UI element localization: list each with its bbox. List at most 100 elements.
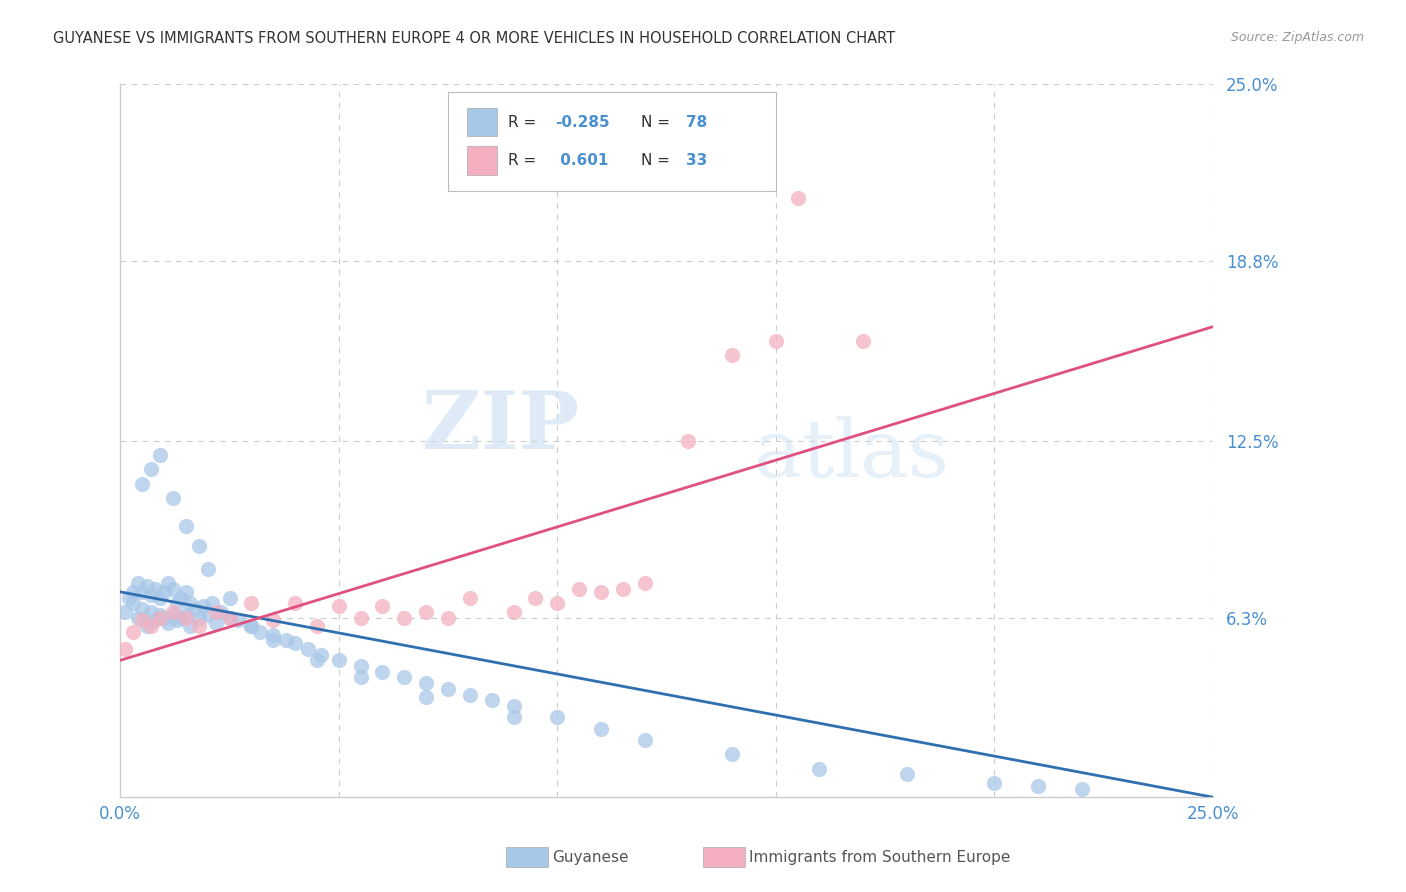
Point [262, 614, 284, 628]
Point [179, 619, 201, 633]
Point [808, 762, 831, 776]
Point [157, 576, 180, 591]
Point [166, 614, 188, 628]
Point [205, 616, 228, 631]
Point [143, 582, 166, 596]
Point [502, 710, 524, 724]
Point [896, 767, 918, 781]
Point [328, 599, 350, 614]
Text: N =: N = [641, 115, 675, 129]
Point [183, 602, 205, 616]
Point [127, 610, 149, 624]
Point [437, 610, 460, 624]
Point [240, 619, 263, 633]
Point [162, 491, 184, 505]
Point [589, 585, 612, 599]
Point [852, 334, 875, 348]
Point [633, 733, 655, 747]
Point [524, 591, 547, 605]
FancyBboxPatch shape [467, 146, 498, 175]
Text: Guyanese: Guyanese [553, 850, 628, 864]
Point [546, 596, 568, 610]
Point [139, 462, 162, 476]
Point [481, 693, 503, 707]
Point [415, 676, 437, 690]
Point [149, 607, 172, 622]
Point [502, 605, 524, 619]
Point [197, 562, 219, 576]
Point [174, 519, 197, 533]
Point [284, 596, 307, 610]
Point [201, 596, 224, 610]
Point [162, 605, 184, 619]
Text: R =: R = [508, 153, 541, 169]
Point [458, 591, 481, 605]
Point [135, 619, 157, 633]
Point [546, 710, 568, 724]
Point [197, 607, 219, 622]
FancyBboxPatch shape [467, 108, 498, 136]
Point [122, 624, 145, 639]
Point [371, 665, 394, 679]
Point [193, 599, 215, 614]
Point [633, 576, 655, 591]
Point [328, 653, 350, 667]
Point [568, 582, 591, 596]
Point [188, 619, 211, 633]
Point [349, 610, 371, 624]
Point [349, 659, 371, 673]
Point [218, 610, 240, 624]
Point [262, 627, 284, 641]
Point [415, 605, 437, 619]
Point [188, 539, 211, 553]
Point [349, 670, 371, 684]
Point [174, 607, 197, 622]
Point [249, 624, 271, 639]
Text: 78: 78 [686, 115, 707, 129]
Point [153, 610, 176, 624]
Point [170, 610, 193, 624]
Point [118, 591, 141, 605]
Point [437, 681, 460, 696]
Text: GUYANESE VS IMMIGRANTS FROM SOUTHERN EUROPE 4 OR MORE VEHICLES IN HOUSEHOLD CORR: GUYANESE VS IMMIGRANTS FROM SOUTHERN EUR… [53, 31, 896, 46]
Point [127, 576, 149, 591]
Point [114, 641, 136, 656]
Point [131, 602, 153, 616]
Point [721, 747, 744, 762]
Point [205, 605, 228, 619]
Point [157, 616, 180, 631]
Point [139, 619, 162, 633]
Point [174, 585, 197, 599]
Point [371, 599, 394, 614]
Point [394, 610, 416, 624]
Point [139, 605, 162, 619]
Text: 33: 33 [686, 153, 707, 169]
Point [131, 476, 153, 491]
Point [170, 591, 193, 605]
Point [174, 610, 197, 624]
Point [209, 605, 232, 619]
Point [122, 596, 145, 610]
Point [149, 591, 172, 605]
Text: Immigrants from Southern Europe: Immigrants from Southern Europe [749, 850, 1011, 864]
Point [458, 688, 481, 702]
Point [188, 610, 211, 624]
Point [305, 653, 328, 667]
Text: atlas: atlas [754, 416, 949, 494]
Point [162, 607, 184, 622]
Point [284, 636, 307, 650]
Text: ZIP: ZIP [422, 387, 579, 466]
Point [131, 585, 153, 599]
Point [612, 582, 634, 596]
Point [218, 610, 240, 624]
Point [149, 448, 172, 462]
Point [311, 648, 333, 662]
Point [983, 776, 1005, 790]
Point [589, 722, 612, 736]
Point [218, 591, 240, 605]
Point [786, 192, 808, 206]
Point [122, 585, 145, 599]
Point [305, 619, 328, 633]
Point [765, 334, 787, 348]
Point [226, 614, 249, 628]
